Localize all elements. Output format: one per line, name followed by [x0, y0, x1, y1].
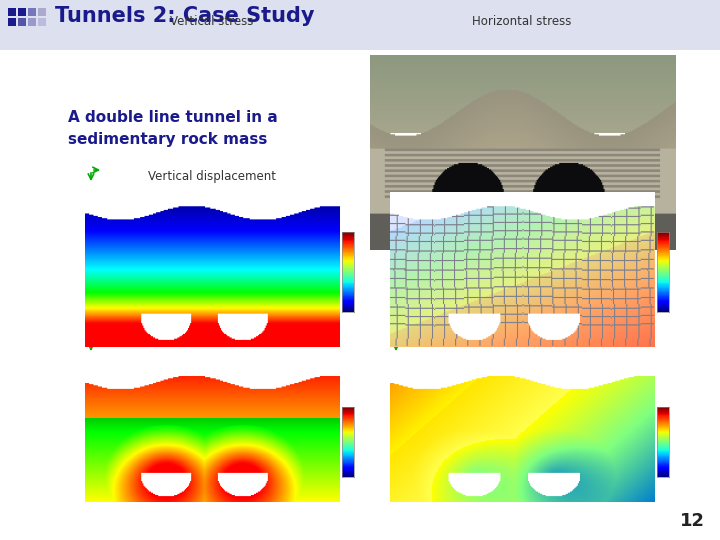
Bar: [38, 8, 46, 16]
Bar: [0, 0, 720, 50]
Text: Horizontal stress: Horizontal stress: [472, 15, 572, 28]
Text: Vertical stress: Vertical stress: [171, 15, 253, 28]
Text: Deformed shape total displacement: Deformed shape total displacement: [415, 170, 629, 183]
Text: 12: 12: [680, 512, 705, 530]
Bar: [18, 8, 26, 16]
Text: Vertical displacement: Vertical displacement: [148, 170, 276, 183]
Bar: [18, 18, 26, 26]
Text: Tunnels 2: Case Study: Tunnels 2: Case Study: [55, 6, 315, 26]
Bar: [28, 8, 36, 16]
Text: A double line tunnel in a
sedimentary rock mass: A double line tunnel in a sedimentary ro…: [68, 110, 278, 147]
Bar: [8, 8, 16, 16]
Bar: [28, 18, 36, 26]
Bar: [38, 18, 46, 26]
Bar: [8, 18, 16, 26]
